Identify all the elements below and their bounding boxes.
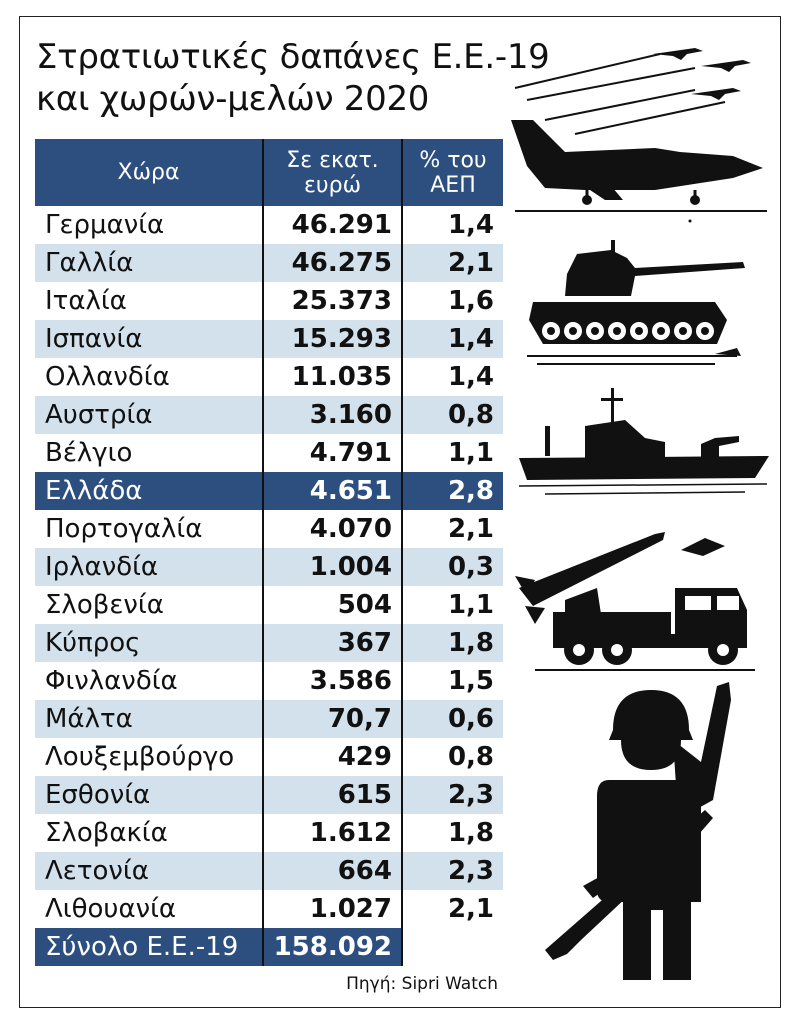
table-row: Βέλγιο 4.791 1,1 (35, 434, 503, 472)
country-cell: Ισπανία (35, 320, 263, 358)
country-cell: Πορτογαλία (45, 514, 203, 544)
gdp-cell: 2,1 (401, 890, 503, 928)
spend-cell: 1.027 (262, 890, 402, 928)
spend-cell: 664 (262, 852, 402, 890)
spending-table: Χώρα Σε εκατ. ευρώ % του ΑΕΠ Γερμανία 46.… (35, 139, 503, 966)
rocket-launcher-icon (515, 532, 755, 671)
country-cell: Ιταλία (45, 286, 127, 316)
source-note: Πηγή: Sipri Watch (346, 974, 498, 994)
spend-cell: 504 (262, 586, 402, 624)
table-row: Σλοβενία 504 1,1 (35, 586, 503, 624)
chart-title: Στρατιωτικές δαπάνες Ε.Ε.-19 και χωρών-μ… (36, 36, 550, 120)
warship-icon (518, 388, 769, 495)
table-row: Κύπρος 367 1,8 (35, 624, 503, 662)
table-row: Αυστρία 3.160 0,8 (35, 396, 503, 434)
spend-cell: 46.291 (262, 206, 402, 244)
spend-cell: 11.035 (262, 358, 402, 396)
tank-icon (527, 240, 745, 365)
total-empty-cell (401, 928, 503, 966)
table-row: Πορτογαλία 4.070 2,1 (35, 510, 503, 548)
spend-cell: 15.293 (262, 320, 402, 358)
gdp-cell: 2,8 (401, 472, 503, 510)
spend-cell: 4.070 (262, 510, 402, 548)
country-cell: Αυστρία (35, 396, 263, 434)
total-label: Σύνολο Ε.Ε.-19 (35, 928, 263, 966)
spend-cell: 25.373 (262, 282, 402, 320)
country-cell: Λιθουανία (45, 894, 177, 924)
gdp-cell: 0,3 (401, 548, 503, 586)
header-country: Χώρα (35, 139, 263, 206)
country-cell: Εσθονία (35, 776, 263, 814)
spend-cell: 4.651 (262, 472, 402, 510)
spend-cell: 429 (262, 738, 402, 776)
gdp-cell: 1,8 (401, 814, 503, 852)
country-cell: Ιρλανδία (35, 548, 263, 586)
spend-cell: 367 (262, 624, 402, 662)
gdp-cell: 0,6 (401, 700, 503, 738)
country-cell: Λετονία (35, 852, 263, 890)
country-cell: Φινλανδία (45, 666, 178, 696)
title-line-1: Στρατιωτικές δαπάνες Ε.Ε.-19 (36, 37, 550, 77)
table-row: Λουξεμβούργο 429 0,8 (35, 738, 503, 776)
table-row: Γαλλία 46.275 2,1 (35, 244, 503, 282)
table-row: Σλοβακία 1.612 1,8 (35, 814, 503, 852)
header-gdp: % του ΑΕΠ (401, 139, 503, 206)
gdp-cell: 0,8 (401, 396, 503, 434)
gdp-cell: 1,4 (401, 320, 503, 358)
soldier-icon (545, 682, 731, 980)
table-row: Γερμανία 46.291 1,4 (35, 206, 503, 244)
table-row: Ολλανδία 11.035 1,4 (35, 358, 503, 396)
military-illustrations (511, 48, 769, 980)
country-cell: Ελλάδα (35, 472, 263, 510)
table-row: Μάλτα 70,7 0,6 (35, 700, 503, 738)
table-row: Εσθονία 615 2,3 (35, 776, 503, 814)
infographic-frame (19, 16, 781, 1008)
gdp-cell: 1,8 (401, 624, 503, 662)
gdp-cell: 1,4 (401, 358, 503, 396)
country-cell: Κύπρος (35, 624, 263, 662)
gdp-cell: 1,1 (401, 434, 503, 472)
spend-cell: 46.275 (262, 244, 402, 282)
spend-cell: 3.586 (262, 662, 402, 700)
table-row: Ιρλανδία 1.004 0,3 (35, 548, 503, 586)
country-cell: Λουξεμβούργο (45, 742, 235, 772)
country-cell: Γερμανία (45, 210, 165, 240)
title-line-2: και χωρών-μελών 2020 (36, 79, 430, 119)
gdp-cell: 1,5 (401, 662, 503, 700)
spend-cell: 70,7 (262, 700, 402, 738)
header-spend: Σε εκατ. ευρώ (262, 139, 402, 206)
gdp-cell: 2,3 (401, 776, 503, 814)
spend-cell: 615 (262, 776, 402, 814)
fighter-jets-icon (511, 48, 767, 223)
spend-cell: 1.004 (262, 548, 402, 586)
table-row: Φινλανδία 3.586 1,5 (35, 662, 503, 700)
gdp-cell: 1,1 (401, 586, 503, 624)
country-cell: Ολλανδία (45, 362, 170, 392)
table-header-row: Χώρα Σε εκατ. ευρώ % του ΑΕΠ (35, 139, 503, 206)
country-cell: Βέλγιο (45, 438, 133, 468)
table-row: Ιταλία 25.373 1,6 (35, 282, 503, 320)
table-row: Ελλάδα 4.651 2,8 (35, 472, 503, 510)
country-cell: Μάλτα (35, 700, 263, 738)
gdp-cell: 2,3 (401, 852, 503, 890)
country-cell: Γαλλία (35, 244, 263, 282)
spend-cell: 4.791 (262, 434, 402, 472)
gdp-cell: 1,6 (401, 282, 503, 320)
table-body: Γερμανία 46.291 1,4 Γαλλία 46.275 2,1 Ιταλία 25… (35, 206, 503, 966)
gdp-cell: 1,4 (401, 206, 503, 244)
table-row: Λετονία 664 2,3 (35, 852, 503, 890)
gdp-cell: 2,1 (401, 510, 503, 548)
country-cell: Σλοβακία (45, 818, 168, 848)
table-row: Ισπανία 15.293 1,4 (35, 320, 503, 358)
total-row: Σύνολο Ε.Ε.-19 158.092 (35, 928, 503, 966)
spend-cell: 1.612 (262, 814, 402, 852)
gdp-cell: 2,1 (401, 244, 503, 282)
gdp-cell: 0,8 (401, 738, 503, 776)
total-spend: 158.092 (262, 928, 402, 966)
country-cell: Σλοβενία (45, 590, 164, 620)
spend-cell: 3.160 (262, 396, 402, 434)
table-row: Λιθουανία 1.027 2,1 (35, 890, 503, 928)
